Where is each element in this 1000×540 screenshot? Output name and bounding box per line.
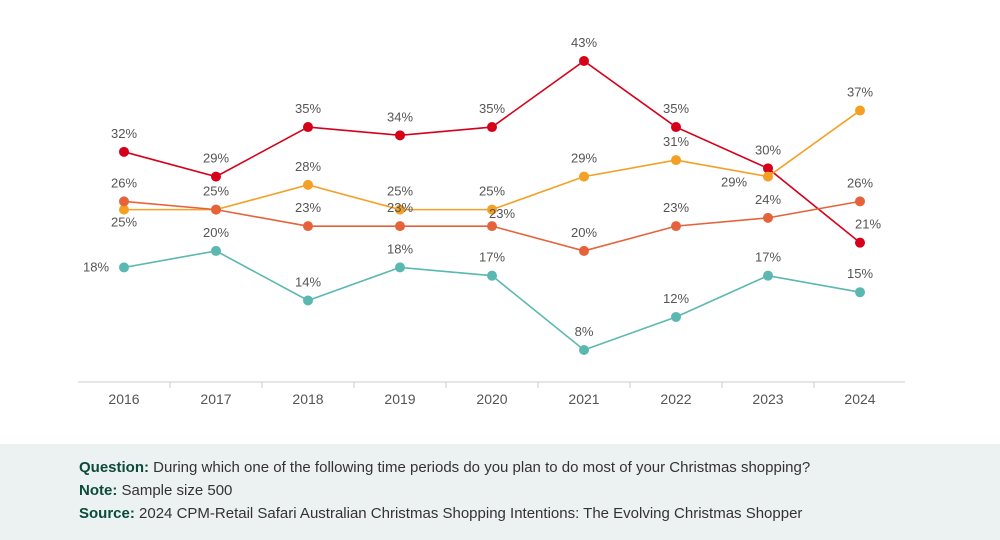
data-label: 31% bbox=[663, 134, 689, 149]
note-label: Note: bbox=[79, 482, 118, 499]
note-text: Sample size 500 bbox=[121, 482, 233, 499]
data-label: 24% bbox=[755, 192, 781, 207]
question-label: Question: bbox=[79, 459, 149, 476]
chart-footer: Question: During which one of the follow… bbox=[0, 444, 1000, 540]
data-label: 23% bbox=[489, 206, 515, 221]
x-tick-label: 2022 bbox=[660, 391, 691, 407]
data-label: 30% bbox=[755, 142, 781, 157]
data-label: 26% bbox=[111, 175, 137, 190]
source-text: 2024 CPM-Retail Safari Australian Christ… bbox=[139, 505, 803, 522]
x-tick-label: 2019 bbox=[384, 391, 415, 407]
data-label: 15% bbox=[847, 266, 873, 281]
data-label: 23% bbox=[295, 200, 321, 215]
data-point bbox=[763, 163, 773, 174]
data-label: 25% bbox=[479, 184, 505, 199]
data-point bbox=[119, 146, 129, 157]
data-point bbox=[395, 204, 405, 215]
data-point bbox=[579, 171, 589, 182]
data-label: 12% bbox=[663, 291, 689, 306]
data-point bbox=[395, 262, 405, 273]
data-label: 25% bbox=[387, 184, 413, 199]
data-label: 37% bbox=[847, 85, 873, 100]
data-label: 35% bbox=[663, 101, 689, 116]
data-point bbox=[487, 204, 497, 215]
data-point bbox=[303, 295, 313, 306]
data-label: 8% bbox=[575, 324, 594, 339]
data-point bbox=[855, 287, 865, 298]
data-point bbox=[119, 196, 129, 207]
data-point bbox=[579, 344, 589, 355]
data-label: 32% bbox=[111, 126, 137, 141]
data-label: 20% bbox=[571, 225, 597, 240]
data-point bbox=[671, 221, 681, 232]
data-point bbox=[671, 122, 681, 133]
data-label: 28% bbox=[295, 159, 321, 174]
data-label: 25% bbox=[203, 184, 229, 199]
x-tick-label: 2021 bbox=[568, 391, 599, 407]
data-label: 29% bbox=[721, 175, 747, 190]
data-label: 20% bbox=[203, 225, 229, 240]
data-label: 29% bbox=[571, 151, 597, 166]
x-tick-label: 2018 bbox=[292, 391, 323, 407]
data-point bbox=[855, 105, 865, 116]
data-label: 23% bbox=[663, 200, 689, 215]
data-point bbox=[303, 122, 313, 133]
note-line: Note: Sample size 500 bbox=[79, 482, 232, 499]
data-label: 14% bbox=[295, 274, 321, 289]
data-point bbox=[119, 262, 129, 273]
line-chart: 2016 2017 2018 2019 2020 2021 2022 2023 2024 32%… bbox=[78, 35, 905, 407]
data-label: 23% bbox=[387, 200, 413, 215]
data-point bbox=[579, 56, 589, 66]
data-label: 29% bbox=[203, 151, 229, 166]
source-line: Source: 2024 CPM-Retail Safari Australia… bbox=[79, 505, 802, 522]
data-point bbox=[487, 270, 497, 281]
data-point bbox=[211, 171, 221, 182]
source-label: Source: bbox=[79, 505, 135, 522]
data-label: 35% bbox=[479, 101, 505, 116]
x-tick-label: 2023 bbox=[752, 391, 783, 407]
x-tick-label: 2020 bbox=[476, 391, 507, 407]
data-point bbox=[855, 237, 865, 248]
question-text: During which one of the following time p… bbox=[153, 459, 811, 476]
series-line-3 bbox=[123, 250, 861, 351]
data-point bbox=[671, 311, 681, 322]
data-point bbox=[303, 179, 313, 190]
data-point bbox=[579, 245, 589, 256]
data-point bbox=[119, 204, 129, 215]
x-tick-label: 2017 bbox=[200, 391, 231, 407]
data-point bbox=[487, 122, 497, 133]
data-label: 18% bbox=[387, 241, 413, 256]
data-point bbox=[211, 204, 221, 215]
question-line: Question: During which one of the follow… bbox=[79, 459, 810, 476]
data-label: 17% bbox=[479, 250, 505, 265]
data-point bbox=[395, 130, 405, 141]
data-point bbox=[763, 171, 773, 182]
data-point bbox=[303, 221, 313, 232]
data-point bbox=[855, 196, 865, 207]
data-label: 35% bbox=[295, 101, 321, 116]
data-label: 34% bbox=[387, 109, 413, 124]
data-label: 21% bbox=[855, 217, 881, 232]
data-label: 17% bbox=[755, 250, 781, 265]
x-tick-label: 2016 bbox=[108, 391, 139, 407]
data-point bbox=[395, 221, 405, 232]
data-label: 43% bbox=[571, 35, 597, 50]
data-label: 18% bbox=[83, 259, 109, 274]
data-point bbox=[763, 212, 773, 223]
data-point bbox=[211, 245, 221, 256]
x-tick-label: 2024 bbox=[844, 391, 875, 407]
data-point bbox=[671, 155, 681, 166]
data-label: 25% bbox=[111, 215, 137, 230]
data-label: 26% bbox=[847, 175, 873, 190]
data-point bbox=[763, 270, 773, 281]
data-point bbox=[487, 221, 497, 232]
